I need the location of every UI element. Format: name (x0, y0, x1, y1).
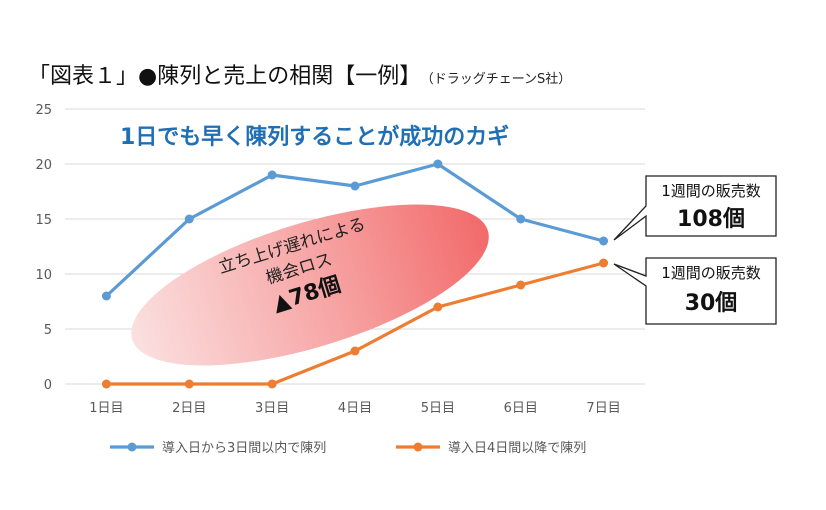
chart-headline: 1日でも早く陳列することが成功のカギ (120, 124, 509, 150)
legend-marker-1 (127, 442, 137, 452)
y-tick-labels: 0 5 10 15 20 25 (35, 103, 52, 393)
callout-series1: 1週間の販売数 108個 (613, 175, 777, 241)
x-tick-labels: 1日目 2日目 3日目 4日目 5日目 6日目 7日目 (89, 401, 620, 416)
chart-title-row: 「図表１」●陳列と売上の相関【一例】 （ドラッグチェーンS社） (28, 58, 571, 90)
y-tick-label: 25 (35, 103, 52, 118)
x-tick-label: 7日目 (586, 401, 620, 416)
loss-annotation: 立ち上げ遅れによる 機会ロス ▲78個 (131, 204, 489, 366)
callout-series1-label: 1週間の販売数 (661, 182, 761, 200)
callout-series2-value: 30個 (685, 291, 738, 316)
y-tick-label: 20 (35, 158, 52, 173)
series-layer (101, 159, 609, 389)
callout-series1-box (613, 175, 777, 241)
series-2-point (184, 379, 194, 389)
x-tick-label: 4日目 (338, 401, 372, 416)
callout-series1-value: 108個 (677, 207, 745, 232)
chart-subtitle: （ドラッグチェーンS社） (427, 72, 572, 87)
callout-series2-label: 1週間の販売数 (661, 264, 761, 282)
series-2-point (599, 258, 609, 268)
series-1-point (433, 159, 443, 169)
x-tick-label: 2日目 (172, 401, 206, 416)
series-1-point (516, 214, 526, 224)
legend-marker-2 (413, 442, 423, 452)
series-2-point (433, 302, 443, 312)
legend-label-1: 導入日から3日間以内で陳列 (162, 440, 326, 456)
series-2-point (516, 280, 526, 290)
callout-series2-box (613, 257, 777, 325)
y-tick-label: 5 (44, 323, 52, 338)
series-2-point (350, 346, 360, 356)
series-1-point (599, 236, 609, 246)
x-tick-label: 5日目 (421, 401, 455, 416)
x-tick-label: 3日目 (255, 401, 289, 416)
series-2-point (101, 379, 111, 389)
series-1-point (350, 181, 360, 191)
series-1-point (267, 170, 277, 180)
series-1-point (101, 291, 111, 301)
legend-label-2: 導入日4日間以降で陳列 (448, 441, 586, 456)
x-tick-label: 6日目 (504, 401, 538, 416)
loss-ellipse (131, 204, 489, 366)
callout-series2: 1週間の販売数 30個 (613, 257, 777, 325)
y-tick-label: 0 (44, 378, 52, 393)
y-tick-label: 10 (35, 268, 52, 283)
series-2-point (267, 379, 277, 389)
legend: 導入日から3日間以内で陳列 導入日4日間以降で陳列 (110, 440, 586, 456)
y-tick-label: 15 (35, 213, 52, 228)
chart-title: 「図表１」●陳列と売上の相関【一例】 (28, 64, 422, 89)
x-tick-label: 1日目 (89, 401, 123, 416)
series-1-point (184, 214, 194, 224)
